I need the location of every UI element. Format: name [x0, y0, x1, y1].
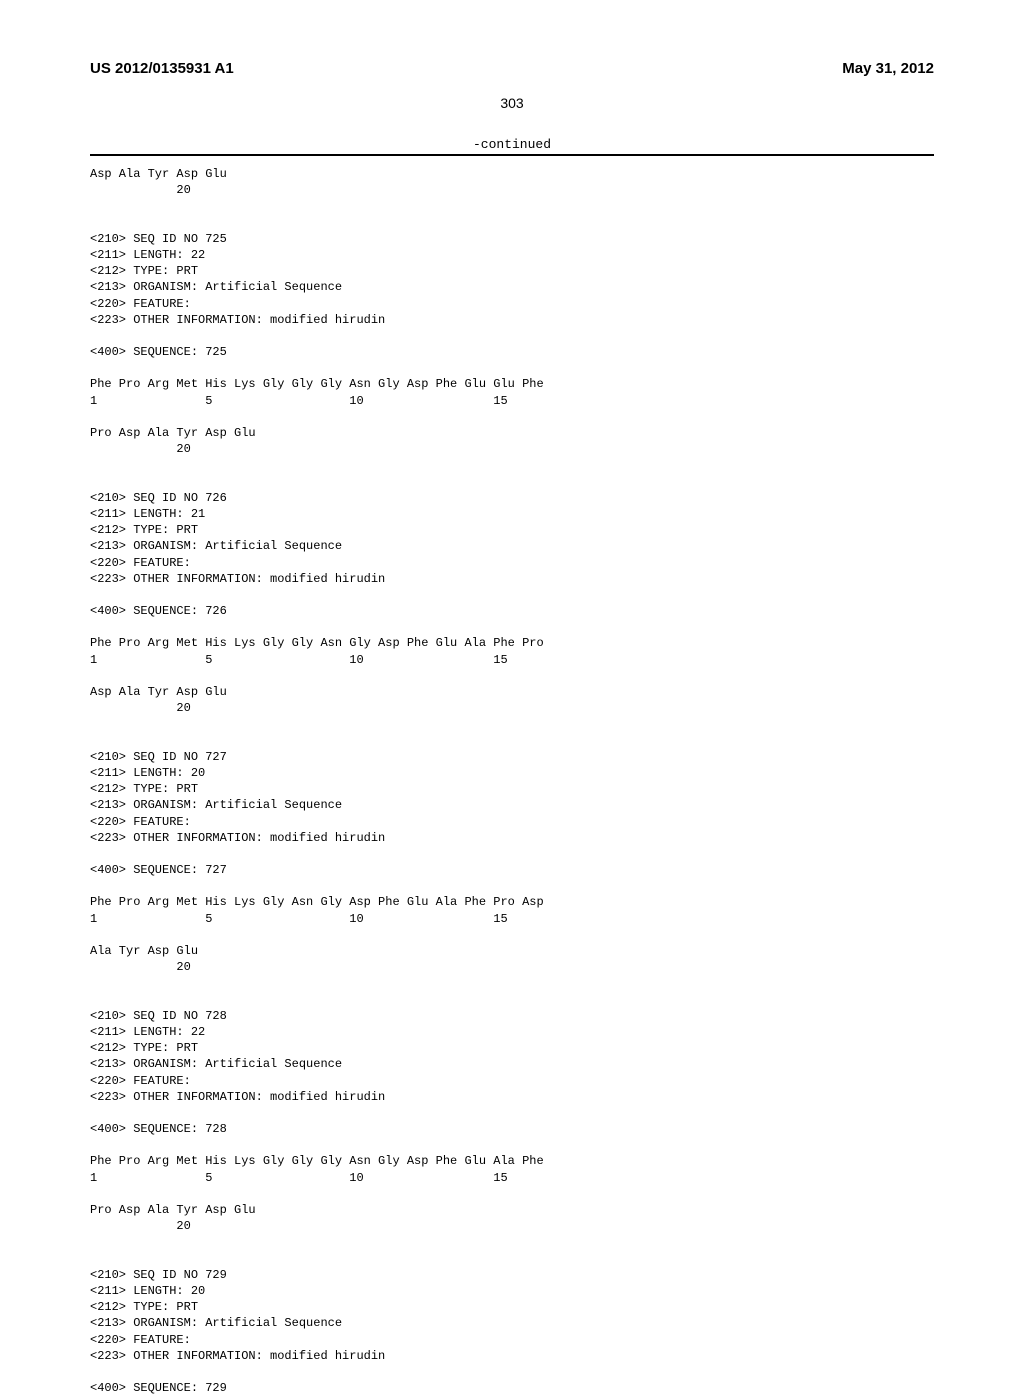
page-header: US 2012/0135931 A1 May 31, 2012 [90, 60, 934, 77]
separator-line [90, 154, 934, 156]
publication-date: May 31, 2012 [842, 60, 934, 77]
page-container: US 2012/0135931 A1 May 31, 2012 303 -con… [0, 0, 1024, 1320]
page-number: 303 [90, 95, 934, 111]
sequence-listing: Asp Ala Tyr Asp Glu 20 <210> SEQ ID NO 7… [90, 166, 934, 1396]
continued-label: -continued [90, 137, 934, 152]
publication-number: US 2012/0135931 A1 [90, 60, 234, 77]
